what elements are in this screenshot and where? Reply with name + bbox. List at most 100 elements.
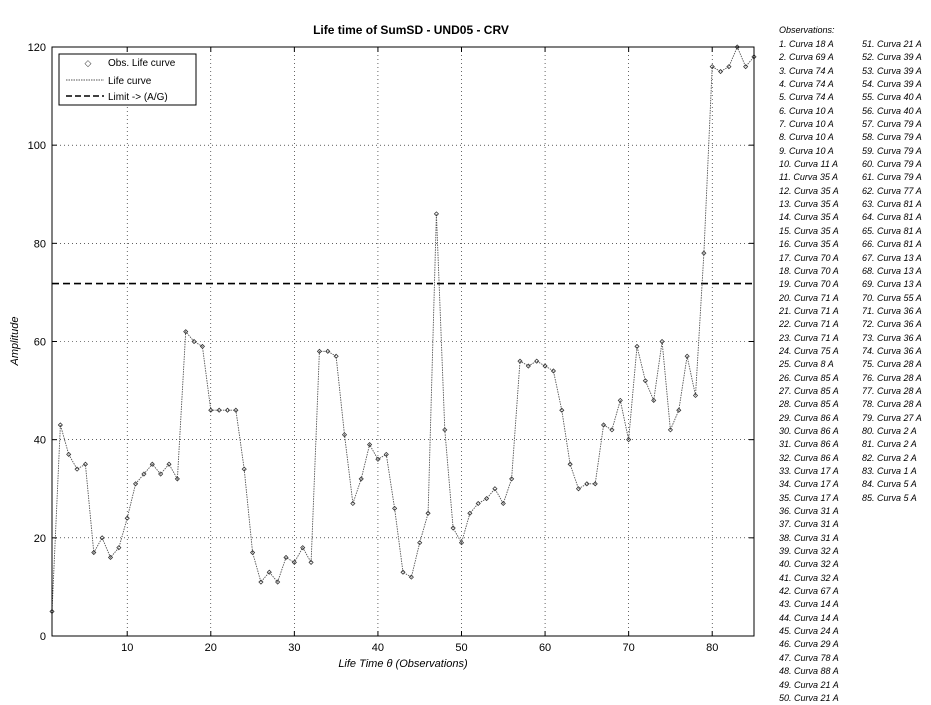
observation-item: 25. Curva 8 A (779, 359, 834, 370)
observation-item: 21. Curva 71 A (779, 305, 839, 316)
data-point (575, 486, 582, 492)
legend: ◇ Obs. Life curve Life curve Limit -> (A… (58, 53, 197, 106)
data-point (509, 476, 515, 482)
data-point (300, 545, 306, 551)
observation-item: 40. Curva 32 A (779, 559, 839, 570)
observation-item: 24. Curva 75 A (779, 345, 839, 356)
data-point (433, 211, 439, 217)
observation-item: 27. Curva 85 A (779, 385, 839, 396)
data-point (709, 64, 715, 70)
data-point (484, 496, 490, 502)
data-point (442, 427, 448, 433)
observation-item: 65. Curva 81 A (862, 225, 922, 236)
x-tick-label: 20 (205, 642, 217, 654)
data-point (375, 456, 381, 462)
observation-item: 15. Curva 35 A (779, 225, 839, 236)
data-point (191, 338, 197, 345)
observation-item: 50. Curva 21 A (779, 692, 839, 703)
data-point (266, 569, 272, 575)
y-tick-label: 0 (40, 631, 46, 643)
observation-item: 9. Curva 10 A (779, 145, 834, 156)
y-axis-label: Amplitude (9, 317, 21, 367)
observation-item: 14. Curva 35 A (779, 212, 839, 223)
data-point (275, 579, 281, 585)
y-tick-label: 100 (28, 140, 46, 152)
data-point (116, 545, 122, 551)
data-point (408, 574, 414, 580)
observation-item: 8. Curva 10 A (779, 132, 834, 143)
observation-item: 19. Curva 70 A (779, 279, 839, 290)
observation-item: 30. Curva 86 A (779, 425, 839, 436)
data-point (174, 476, 180, 482)
data-point (542, 363, 548, 369)
data-point (734, 44, 740, 50)
data-point (450, 525, 456, 531)
x-tick-label: 30 (288, 642, 300, 654)
observation-item: 77. Curva 28 A (862, 385, 922, 396)
legend-box (58, 53, 197, 106)
data-point (676, 407, 682, 413)
observation-item: 20. Curva 71 A (779, 292, 839, 303)
data-point (726, 64, 732, 70)
chart-title: Life time of SumSD - UND05 - CRV (313, 23, 509, 37)
x-tick-label: 60 (539, 642, 551, 654)
y-tick-label: 80 (34, 238, 46, 250)
observation-item: 13. Curva 35 A (779, 199, 839, 210)
observation-item: 32. Curva 86 A (779, 452, 839, 463)
data-point (626, 437, 632, 443)
data-point (392, 505, 398, 511)
observation-item: 80. Curva 2 A (862, 425, 917, 436)
data-point (567, 461, 573, 467)
observation-item: 11. Curva 35 A (779, 172, 839, 183)
legend-label-limit: Limit -> (A/G) (108, 92, 168, 103)
data-point (467, 510, 473, 516)
observation-item: 2. Curva 69 A (779, 52, 834, 63)
data-point (601, 422, 607, 428)
y-tick-label: 60 (34, 337, 46, 349)
observation-item: 51. Curva 21 A (862, 39, 922, 49)
data-point (141, 471, 147, 477)
data-point (325, 348, 331, 354)
data-point (634, 343, 640, 349)
observation-item: 34. Curva 17 A (779, 479, 839, 490)
observation-item: 12. Curva 35 A (779, 185, 839, 196)
observation-item: 72. Curva 36 A (862, 319, 922, 330)
observation-item: 29. Curva 86 A (779, 412, 839, 423)
data-point (107, 554, 114, 561)
observation-item: 16. Curva 35 A (779, 239, 839, 250)
observation-item: 17. Curva 70 A (779, 252, 839, 263)
data-point (659, 338, 665, 345)
data-point (224, 407, 231, 413)
observation-item: 70. Curva 55 A (862, 292, 922, 303)
observation-item: 26. Curva 85 A (779, 372, 839, 383)
observation-item: 41. Curva 32 A (779, 572, 839, 583)
observation-item: 66. Curva 81 A (862, 239, 922, 250)
data-point (425, 510, 431, 516)
observation-item: 6. Curva 10 A (779, 105, 834, 116)
observation-item: 23. Curva 71 A (779, 332, 839, 343)
observation-item: 47. Curva 78 A (779, 652, 839, 663)
data-point (57, 422, 63, 428)
observation-item: 83. Curva 1 A (862, 466, 917, 476)
data-point (517, 358, 523, 364)
observation-item: 37. Curva 31 A (779, 519, 839, 530)
data-point (718, 68, 724, 75)
x-tick-label: 80 (706, 642, 718, 654)
observation-item: 79. Curva 27 A (862, 412, 922, 423)
data-point (667, 427, 673, 433)
y-axis-ticks: 0 20 40 60 80 100 120 (28, 42, 754, 643)
y-tick-label: 120 (28, 42, 46, 54)
observation-item: 46. Curva 29 A (779, 639, 839, 650)
observation-item: 55. Curva 40 A (862, 92, 922, 103)
observation-item: 61. Curva 79 A (862, 172, 922, 183)
observation-item: 57. Curva 79 A (862, 119, 922, 130)
observation-item: 71. Curva 36 A (862, 305, 922, 316)
observation-item: 56. Curva 40 A (862, 105, 922, 116)
observation-item: 52. Curva 39 A (862, 52, 922, 63)
observation-item: 81. Curva 2 A (862, 439, 917, 450)
x-axis-label: Life Time θ (Observations) (338, 658, 468, 670)
data-point (475, 500, 481, 507)
observation-item: 43. Curva 14 A (779, 599, 839, 610)
observation-item: 49. Curva 21 A (779, 679, 839, 690)
